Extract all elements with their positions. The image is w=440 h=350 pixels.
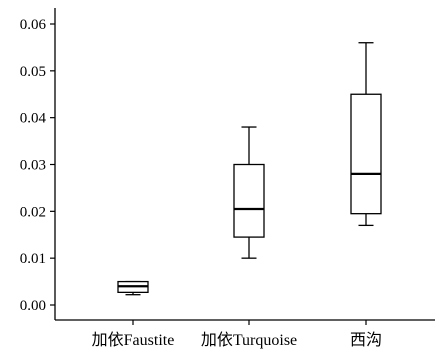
box-series [117,42,382,296]
iqr-box [350,93,382,215]
x-category-label: 加依Faustite [92,331,175,349]
y-tick-label: 0.01 [20,251,46,267]
y-tick-label: 0.02 [20,204,46,220]
y-axis: 0.00 0.01 0.02 0.03 0.04 0.05 0.06 [20,8,56,320]
y-tick-label: 0.05 [20,64,46,80]
y-tick-label: 0.00 [20,298,46,314]
iqr-box [233,163,265,238]
y-tick-label: 0.03 [20,158,46,174]
y-tick-label: 0.04 [20,111,47,127]
x-category-label: 加依Turquoise [201,331,297,349]
x-axis: 加依Faustite 加依Turquoise 西沟 [55,319,435,349]
x-category-label: 西沟 [350,331,382,349]
box-1 [117,280,149,296]
box-3 [350,42,382,227]
box-2 [233,126,265,259]
y-tick-label: 0.06 [20,17,47,33]
